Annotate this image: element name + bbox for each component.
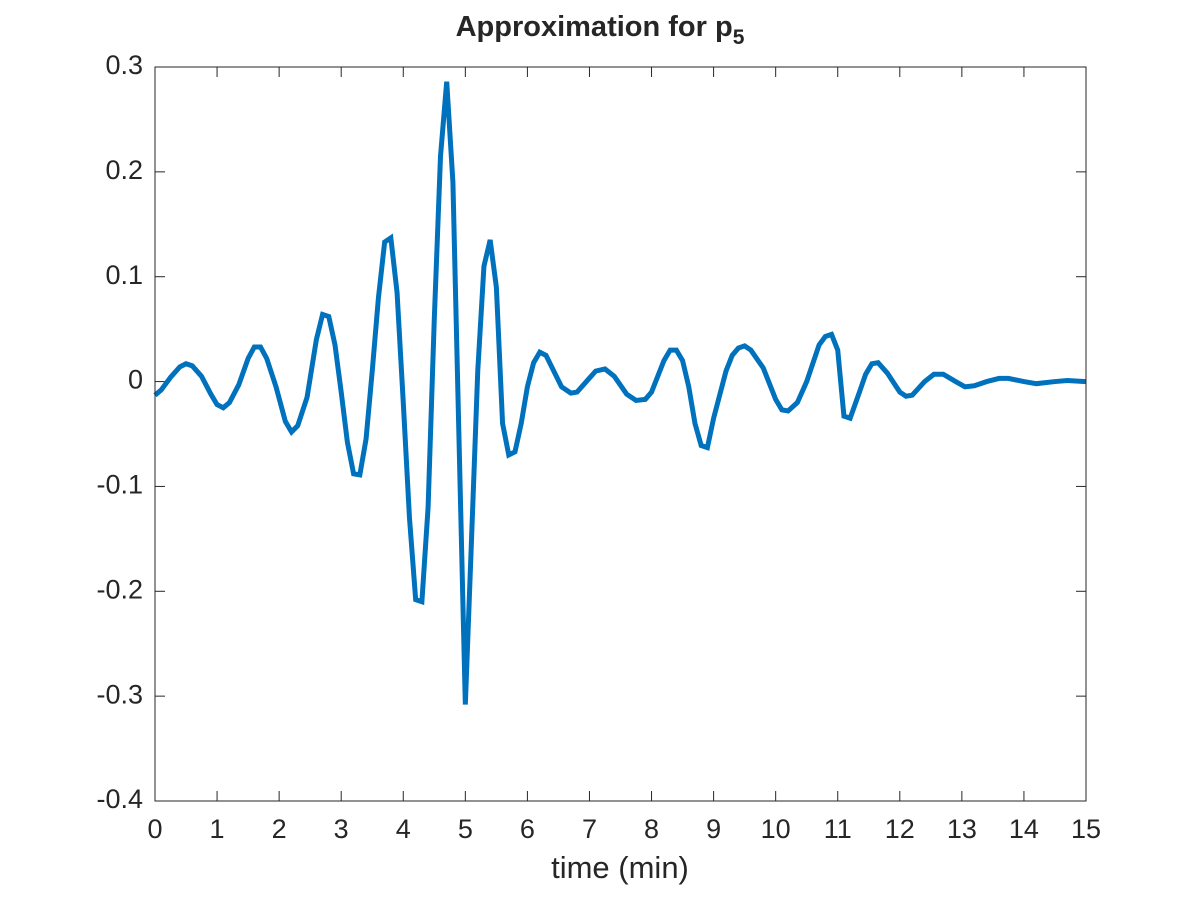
y-tick-label: 0.2 — [105, 155, 143, 185]
y-tick-label: -0.3 — [96, 679, 143, 709]
x-tick-label: 6 — [520, 814, 535, 844]
x-tick-label: 5 — [458, 814, 473, 844]
x-tick-label: 13 — [947, 814, 977, 844]
x-tick-label: 7 — [582, 814, 597, 844]
x-tick-label: 1 — [210, 814, 225, 844]
y-tick-label: -0.1 — [96, 470, 143, 500]
x-tick-label: 14 — [1009, 814, 1039, 844]
y-tick-label: 0.3 — [105, 50, 143, 80]
x-axis-label: time (min) — [551, 850, 689, 885]
y-tick-label: 0 — [128, 365, 143, 395]
x-tick-label: 15 — [1071, 814, 1101, 844]
x-tick-label: 11 — [824, 814, 852, 844]
title-text: Approximation for p — [456, 11, 733, 43]
x-tick-label: 3 — [334, 814, 349, 844]
plot-area — [155, 67, 1086, 801]
title-subscript: 5 — [733, 26, 745, 49]
y-tick-label: -0.2 — [96, 574, 143, 604]
x-tick-label: 12 — [885, 814, 915, 844]
x-tick-label: 10 — [761, 814, 791, 844]
x-tick-label: 8 — [644, 814, 659, 844]
x-tick-label: 2 — [272, 814, 287, 844]
y-tick-label: -0.4 — [96, 784, 143, 814]
y-tick-label: 0.1 — [105, 260, 143, 290]
plot-frame — [154, 66, 1087, 802]
x-tick-label: 0 — [147, 814, 162, 844]
chart-title: Approximation for p5 — [456, 11, 745, 49]
x-tick-label: 4 — [396, 814, 411, 844]
data-line — [153, 81, 1087, 705]
x-tick-label: 9 — [706, 814, 721, 844]
